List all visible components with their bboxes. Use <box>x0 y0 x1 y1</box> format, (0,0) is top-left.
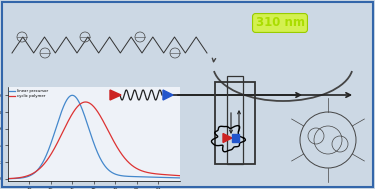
Polygon shape <box>163 90 173 100</box>
Bar <box>227 76 243 164</box>
Bar <box>215 82 255 164</box>
Bar <box>232 134 239 142</box>
Legend: linear precursor, cyclic polymer: linear precursor, cyclic polymer <box>9 89 48 98</box>
Polygon shape <box>223 133 232 143</box>
Text: 310 nm: 310 nm <box>255 16 304 29</box>
Polygon shape <box>110 90 121 100</box>
